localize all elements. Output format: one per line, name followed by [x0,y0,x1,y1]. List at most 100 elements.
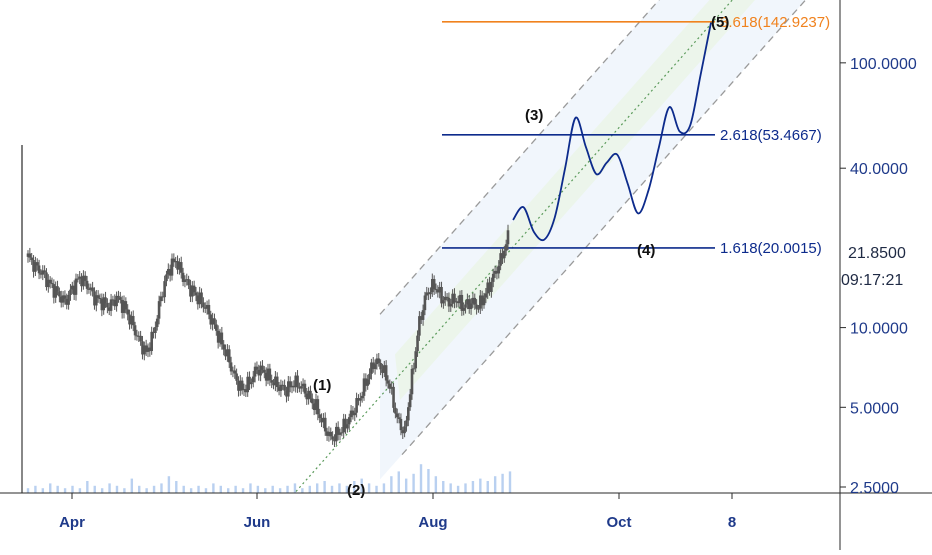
candle-body [120,299,124,313]
volume-bar [330,485,334,493]
candle-body [416,335,419,352]
candle-body [316,399,320,415]
candle-body [377,358,381,363]
candle-body [359,398,362,401]
candle-body [362,378,366,396]
volume-bar [167,476,171,493]
candle-body [74,278,78,295]
candle-body [224,349,227,357]
candle-body [364,378,368,386]
volume-bar [241,488,245,493]
volume-bar [345,485,349,493]
candle-body [48,279,52,284]
candle-body [351,410,355,416]
candle-body [143,345,146,355]
candle-body [167,268,170,275]
candle-body [281,384,285,386]
candle-body [451,293,454,304]
volume-bar [316,483,319,493]
volume-bar [464,483,467,493]
candle-body [418,316,421,336]
candle-body [275,376,279,388]
projection-path [512,22,712,242]
candle-body [253,366,257,377]
candle-body [131,315,135,326]
candle-body [30,257,33,261]
candle-body [144,345,148,352]
wave-label-5: (5) [711,14,729,31]
candle-body [133,325,137,336]
volume-bar [471,481,475,493]
candle-body [155,318,159,328]
candle-body [67,294,70,305]
candle-body [56,286,59,292]
candle-body [381,369,384,373]
candle-body [497,265,501,274]
candle-body [488,282,491,292]
candle-body [274,376,277,386]
volume-bar [264,488,267,493]
volume-bar [197,485,200,493]
candle-body [242,389,246,391]
volume-bar [353,481,356,493]
candle-body [495,270,499,274]
last-price-time: 09:17:21 [841,272,903,289]
candle-body [504,244,508,251]
candle-body [227,349,231,363]
volume-bar [508,471,512,493]
candle-body [216,330,220,343]
candle-body [141,341,144,355]
candle-body [370,362,373,374]
candle-body [218,332,222,343]
candle-body [301,383,305,387]
candle-body [58,291,61,297]
candle-body [87,288,91,290]
volume-bar [49,483,52,493]
candle-body [205,304,209,309]
volume-bar [63,488,67,493]
candle-body [39,273,43,275]
fib-label-3.618: 3.618(142.9237) [720,14,830,31]
volume-bar [397,471,400,493]
candle-body [187,279,190,286]
volume-bar [78,488,82,493]
candle-body [270,380,273,383]
candle-body [268,368,272,381]
candle-body [72,285,76,295]
candle-body [159,296,163,302]
candle-body [414,351,417,369]
candle-body [172,258,176,263]
candle-body [111,299,115,301]
candle-body [353,412,357,416]
volume-bar [456,485,460,493]
volume-bar [278,488,282,493]
wave-label-1: (1) [313,377,331,394]
candle-body [251,376,255,383]
candle-body [98,297,102,300]
projection-wave [512,22,712,242]
volume-bar [26,488,30,493]
candle-body [399,418,403,431]
candle-body [288,381,292,388]
candle-body [80,276,83,287]
candle-body [421,310,425,320]
candle-body [115,295,118,307]
candle-body [405,420,408,427]
candle-body [390,386,393,389]
volume-bar [249,483,252,493]
candle-body [148,347,152,352]
volume-bar [34,485,37,493]
candle-body [298,387,301,389]
candle-body [259,365,262,376]
volume-spike [21,145,23,493]
candle-body [368,373,371,380]
volume-bar [41,488,45,493]
candle-body [263,369,266,373]
candle-body [154,327,157,334]
candle-body [113,299,117,307]
wave-label-3: (3) [525,107,543,124]
volume-bar [449,483,452,493]
candle-body [32,260,35,272]
candle-body [178,262,181,270]
